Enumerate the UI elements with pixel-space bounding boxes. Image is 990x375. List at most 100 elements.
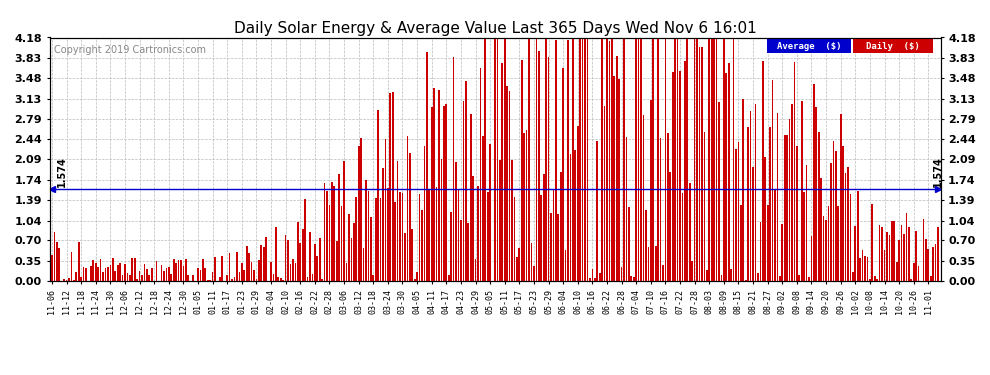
Bar — [439, 90, 440, 281]
Bar — [227, 274, 228, 281]
Bar — [404, 234, 406, 281]
Bar — [212, 272, 214, 281]
Bar — [160, 265, 162, 281]
Bar — [864, 256, 866, 281]
Bar — [499, 160, 501, 281]
Bar — [312, 274, 313, 281]
Bar — [876, 279, 878, 281]
Bar — [248, 253, 249, 281]
Bar — [452, 57, 454, 281]
Bar — [380, 198, 381, 281]
Bar — [611, 38, 613, 281]
Bar — [928, 249, 930, 281]
Bar — [222, 256, 223, 281]
Bar — [63, 279, 65, 281]
Bar — [467, 223, 469, 281]
Bar — [124, 264, 126, 281]
Bar — [786, 135, 788, 281]
Bar — [250, 262, 252, 281]
Bar — [51, 255, 52, 281]
Bar — [801, 100, 803, 281]
Bar — [796, 146, 798, 281]
Bar — [229, 253, 231, 281]
Bar — [129, 275, 131, 281]
Bar — [744, 279, 746, 281]
Bar — [419, 194, 421, 281]
Bar — [803, 192, 805, 281]
Bar — [244, 270, 246, 281]
Bar — [733, 38, 735, 281]
Bar — [913, 263, 915, 281]
Bar — [421, 210, 423, 281]
Bar — [536, 38, 538, 281]
Bar — [412, 229, 413, 281]
Bar — [930, 276, 932, 281]
Bar — [759, 222, 761, 281]
Bar — [389, 93, 391, 281]
Bar — [447, 275, 449, 281]
Bar — [319, 238, 321, 281]
Bar — [290, 264, 291, 281]
Bar — [253, 270, 254, 281]
Bar — [85, 268, 87, 281]
Bar — [304, 199, 306, 281]
Bar — [659, 138, 661, 281]
Bar — [621, 267, 623, 281]
Bar — [594, 278, 596, 281]
Bar — [346, 263, 347, 281]
Bar — [752, 167, 754, 281]
Bar — [574, 150, 576, 281]
Bar — [285, 236, 286, 281]
Bar — [214, 257, 216, 281]
Bar — [538, 51, 540, 281]
Bar — [434, 88, 435, 281]
Bar — [426, 53, 428, 281]
Bar — [95, 263, 97, 281]
Bar — [857, 191, 858, 281]
Bar — [497, 38, 498, 281]
Bar — [572, 38, 574, 281]
Bar — [487, 192, 488, 281]
Bar — [757, 273, 758, 281]
Bar — [314, 244, 316, 281]
Bar — [142, 275, 143, 281]
Bar — [706, 270, 708, 281]
Bar — [842, 146, 843, 281]
Bar — [699, 47, 700, 281]
Bar — [519, 248, 520, 281]
Bar — [502, 63, 503, 281]
Bar — [416, 272, 418, 281]
Bar — [112, 258, 114, 281]
Bar — [353, 223, 354, 281]
Bar — [516, 257, 518, 281]
Bar — [524, 133, 525, 281]
Bar — [619, 79, 620, 281]
Bar — [168, 267, 169, 281]
Bar — [784, 135, 785, 281]
Bar — [241, 263, 243, 281]
Bar — [901, 225, 903, 281]
Bar — [70, 252, 72, 281]
Title: Daily Solar Energy & Average Value Last 365 Days Wed Nov 6 16:01: Daily Solar Energy & Average Value Last … — [234, 21, 756, 36]
Bar — [840, 114, 842, 281]
Bar — [73, 279, 74, 281]
Bar — [394, 202, 396, 281]
Bar — [579, 38, 581, 281]
Bar — [407, 136, 408, 281]
Bar — [446, 104, 447, 281]
Bar — [560, 172, 561, 281]
Bar — [132, 258, 133, 281]
Bar — [275, 227, 277, 281]
Bar — [205, 268, 206, 281]
Bar — [541, 195, 543, 281]
Bar — [462, 101, 464, 281]
Bar — [209, 280, 211, 281]
Bar — [334, 186, 336, 281]
Bar — [192, 276, 194, 281]
Bar — [173, 260, 174, 281]
Bar — [684, 62, 686, 281]
Bar — [691, 261, 693, 281]
Bar — [911, 279, 912, 281]
Bar — [664, 38, 666, 281]
Bar — [636, 38, 637, 281]
